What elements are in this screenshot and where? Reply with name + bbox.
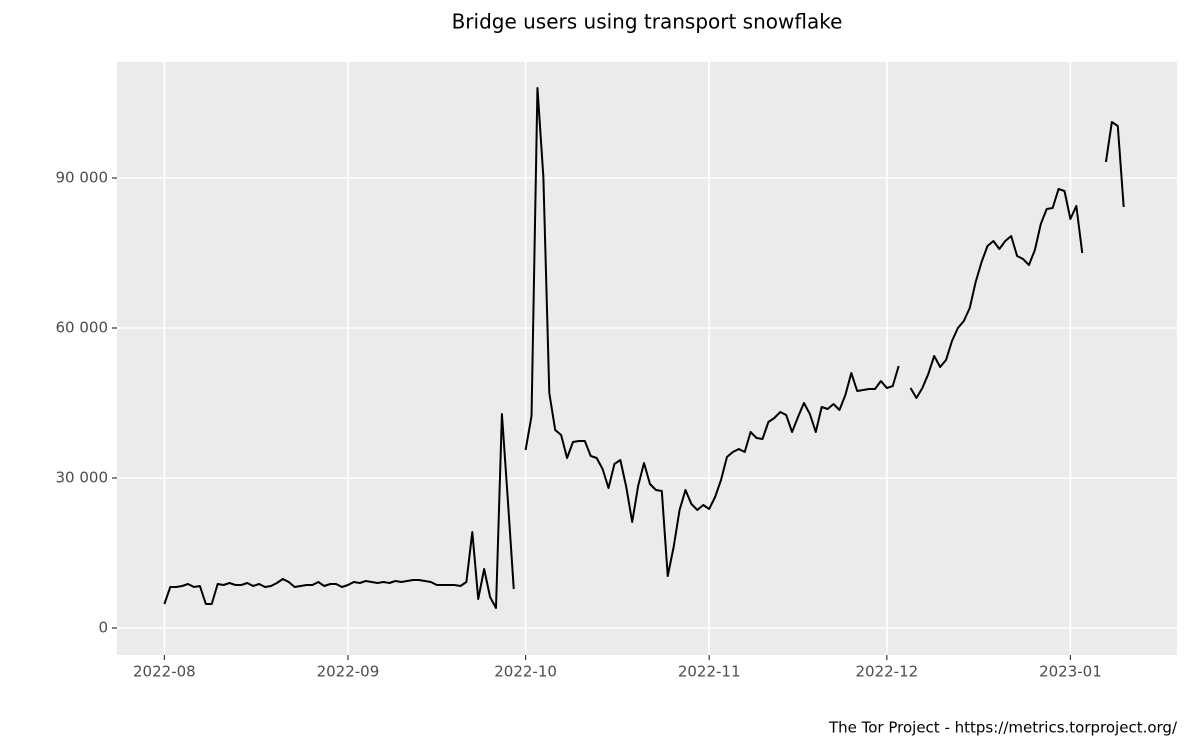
chart-title: Bridge users using transport snowflake (452, 10, 843, 34)
x-tick-label: 2022-12 (855, 663, 918, 681)
y-tick-label: 30 000 (56, 469, 109, 487)
data-line (163, 87, 1125, 609)
y-tick-label: 90 000 (56, 169, 109, 187)
caption: The Tor Project - https://metrics.torpro… (828, 719, 1178, 737)
x-tick-label: 2023-01 (1039, 663, 1102, 681)
y-tick-label: 60 000 (56, 319, 109, 337)
x-tick-label: 2022-08 (133, 663, 196, 681)
x-tick-label: 2022-11 (678, 663, 741, 681)
x-tick-label: 2022-09 (317, 663, 380, 681)
y-tick-label: 0 (98, 619, 108, 637)
x-tick-label: 2022-10 (494, 663, 557, 681)
panel (117, 62, 1177, 655)
